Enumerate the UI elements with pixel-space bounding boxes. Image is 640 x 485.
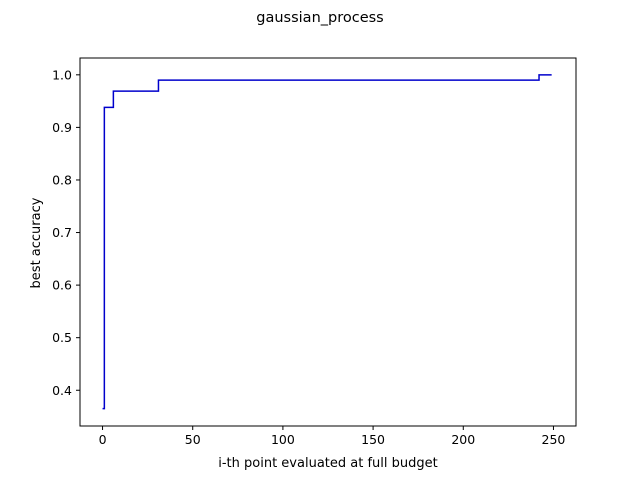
x-tick-label: 100	[271, 432, 295, 447]
x-axis-label: i-th point evaluated at full budget	[218, 456, 437, 471]
y-axis-label: best accuracy	[29, 197, 44, 288]
x-tick-label: 150	[361, 432, 385, 447]
x-tick-label: 50	[185, 432, 201, 447]
y-tick-label: 1.0	[52, 67, 72, 82]
x-tick-label: 250	[542, 432, 566, 447]
y-tick-label: 0.4	[52, 383, 72, 398]
y-tick-label: 0.7	[52, 225, 72, 240]
x-tick-label: 0	[99, 432, 107, 447]
y-tick-label: 0.8	[52, 172, 72, 187]
axes-frame	[79, 57, 577, 427]
y-tick-label: 0.6	[52, 278, 72, 293]
chart-title: gaussian_process	[256, 10, 383, 26]
y-tick-label: 0.5	[52, 330, 72, 345]
series-line-0	[102, 74, 552, 410]
plot-area: 0 50 100 150 200 250 0.4 0.5 0.6 0.7 0.8 0.9 1.0	[52, 57, 577, 447]
y-tick-label: 0.9	[52, 120, 72, 135]
x-tick-label: 200	[451, 432, 475, 447]
